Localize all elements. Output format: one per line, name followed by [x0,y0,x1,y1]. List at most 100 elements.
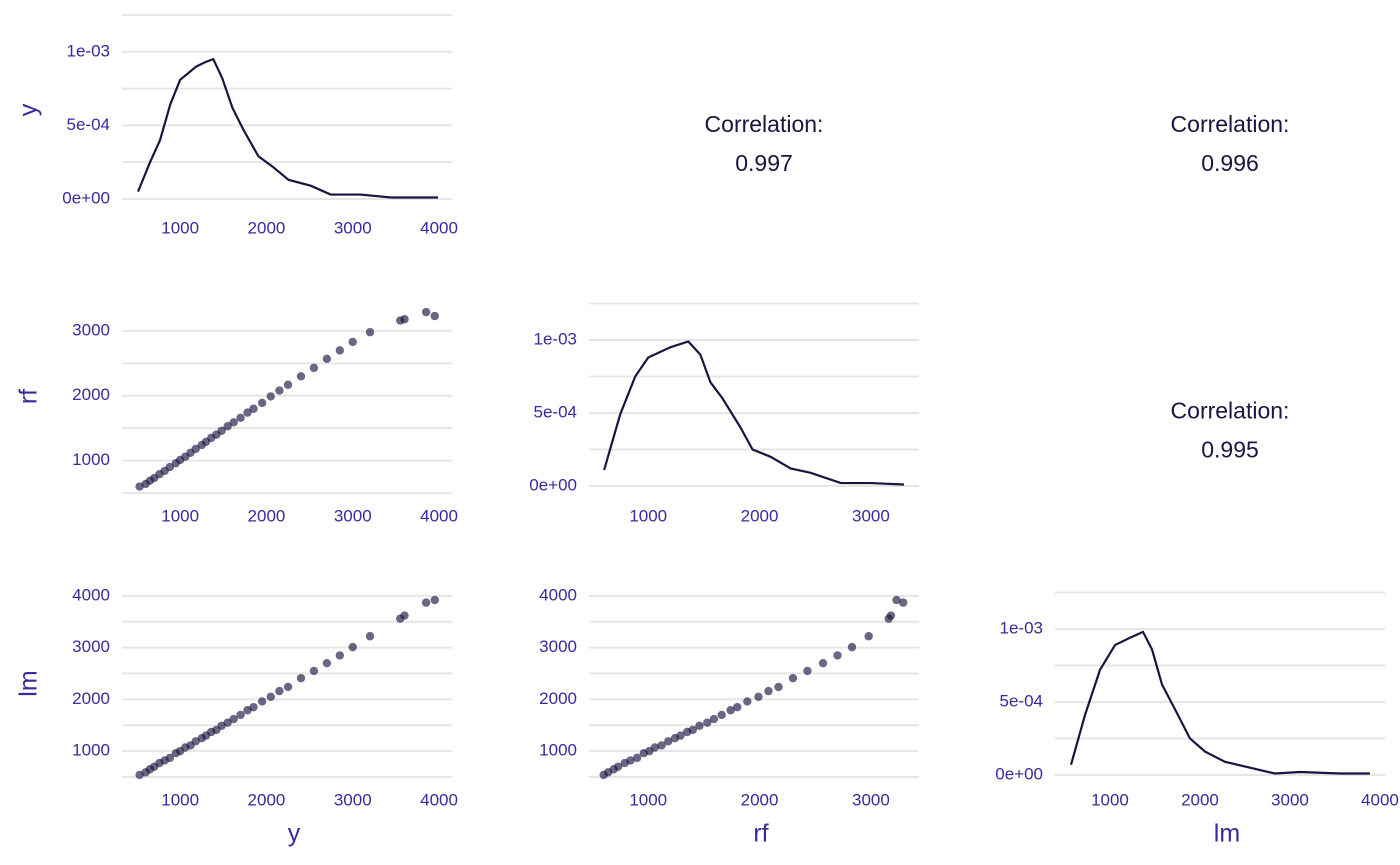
y-tick-label: 3000 [72,320,110,339]
point [788,673,798,683]
point [275,386,284,395]
x-tick-label: 2000 [248,790,286,809]
point [236,413,245,422]
point [676,731,685,740]
point [886,611,896,620]
point [223,422,232,431]
y-tick-label: 3000 [539,637,577,656]
point [898,598,908,607]
x-tick-label: 1000 [1091,790,1129,809]
x-tick-label: 4000 [420,506,458,525]
point [430,595,439,605]
correlation-label: Correlation: [1171,398,1290,424]
column-label: lm [1214,820,1240,848]
point [774,682,783,692]
y-tick-label: 0e+00 [995,764,1043,783]
row-label: rf [15,389,43,404]
point [688,725,697,735]
point [764,686,773,696]
correlation-value: 0.995 [1201,437,1259,463]
point [243,408,252,417]
density-line [137,57,439,199]
x-tick-label: 3000 [334,506,372,525]
y-tick-label: 1e-03 [534,329,577,348]
point [229,714,238,724]
row-label: lm [15,670,43,696]
density-line [1069,630,1370,775]
point [322,354,332,364]
point [726,706,735,715]
y-tick-label: 5e-04 [1000,691,1043,710]
y-tick-label: 5e-04 [67,115,110,134]
point [365,328,375,337]
x-tick-label: 2000 [248,506,286,525]
point [309,666,319,676]
point [650,743,660,752]
point [257,398,267,408]
y-tick-label: 0e+00 [529,475,577,494]
point [266,392,275,401]
point [613,762,623,771]
point [348,642,357,652]
point [430,311,439,321]
y-tick-label: 4000 [72,585,110,604]
row-label: y [15,103,43,116]
correlation-label: Correlation: [1171,111,1290,137]
point [229,418,238,427]
point [296,673,306,683]
x-tick-label: 4000 [420,218,458,237]
correlation-value: 0.996 [1201,150,1259,176]
y-tick-label: 2000 [72,385,110,404]
y-tick-label: 5e-04 [534,402,577,421]
point [275,686,284,696]
point [249,702,258,712]
y-tick-label: 3000 [72,637,110,656]
point [249,404,258,413]
x-tick-label: 1000 [629,506,667,525]
point [421,307,431,317]
point [309,363,319,373]
point [695,721,704,730]
x-tick-label: 3000 [852,790,890,809]
point [632,753,642,763]
column-label: y [288,820,301,848]
x-tick-label: 2000 [741,790,779,809]
correlation-value: 0.997 [735,150,793,176]
point [365,632,375,641]
x-tick-label: 1000 [161,506,199,525]
x-tick-label: 1000 [161,218,199,237]
point [236,710,245,720]
point [283,682,293,692]
x-tick-label: 3000 [334,790,372,809]
x-tick-label: 2000 [248,218,286,237]
column-label: rf [753,820,768,848]
point [217,426,226,435]
point [754,692,763,701]
point [892,595,901,605]
point [703,718,712,727]
point [421,598,431,607]
point [223,718,232,727]
x-tick-label: 1000 [161,790,199,809]
y-tick-label: 1e-03 [67,41,110,60]
point [833,651,842,660]
point [283,380,293,389]
point [335,651,345,660]
point [165,462,175,472]
correlation-label: Correlation: [705,111,824,137]
density-line [603,340,905,486]
point [709,714,719,724]
x-tick-label: 3000 [334,218,372,237]
point [743,697,752,706]
point [335,346,345,355]
point [664,737,673,746]
point [191,444,200,454]
x-tick-label: 4000 [420,790,458,809]
x-tick-label: 3000 [1271,790,1309,809]
point [847,642,857,652]
point [400,315,409,324]
x-tick-label: 3000 [852,506,890,525]
point [803,666,812,676]
x-tick-label: 4000 [1361,790,1399,809]
